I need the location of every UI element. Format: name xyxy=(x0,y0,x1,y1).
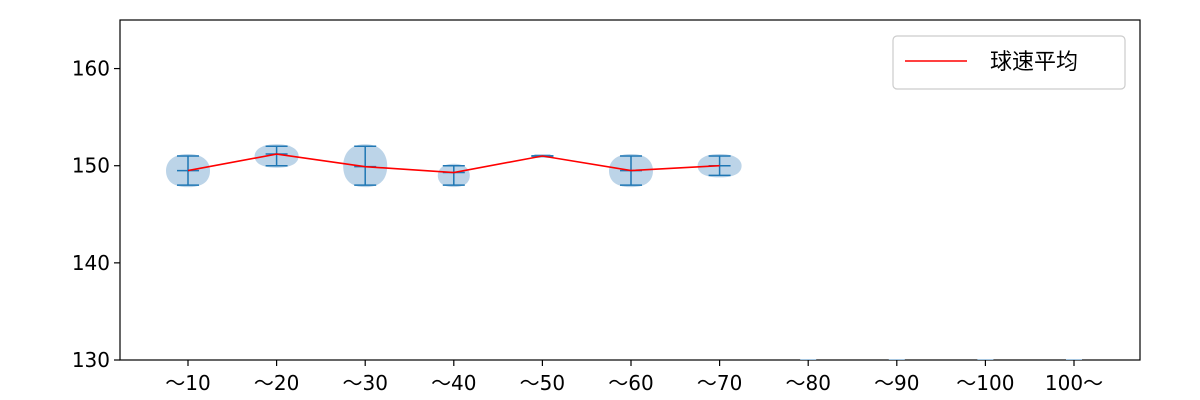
y-tick-label: 150 xyxy=(72,154,110,178)
x-tick-label: ～80 xyxy=(785,371,830,395)
x-tick-label: ～90 xyxy=(874,371,919,395)
y-tick-label: 130 xyxy=(72,348,110,372)
y-axis: 130 140 150 160 xyxy=(72,57,120,372)
x-axis: ～10 ～20 ～30 ～40 ～50 ～60 ～70 ～80 ～90 ～100 100～ xyxy=(165,360,1103,395)
legend: 球速平均 xyxy=(892,35,1126,90)
y-tick-label: 140 xyxy=(72,251,110,275)
x-tick-label: ～10 xyxy=(165,371,210,395)
x-tick-label: ～70 xyxy=(697,371,742,395)
y-tick-label: 160 xyxy=(72,57,110,81)
legend-label: 球速平均 xyxy=(990,50,1078,75)
x-tick-label: ～20 xyxy=(254,371,299,395)
legend-box xyxy=(892,35,1126,90)
mean-line-group xyxy=(187,153,720,174)
x-tick-label: ～60 xyxy=(608,371,653,395)
x-tick-label: ～100 xyxy=(956,371,1014,395)
x-tick-label: ～40 xyxy=(431,371,476,395)
x-tick-label: ～50 xyxy=(520,371,565,395)
x-tick-label: ～30 xyxy=(342,371,387,395)
x-tick-label: 100～ xyxy=(1045,371,1103,395)
